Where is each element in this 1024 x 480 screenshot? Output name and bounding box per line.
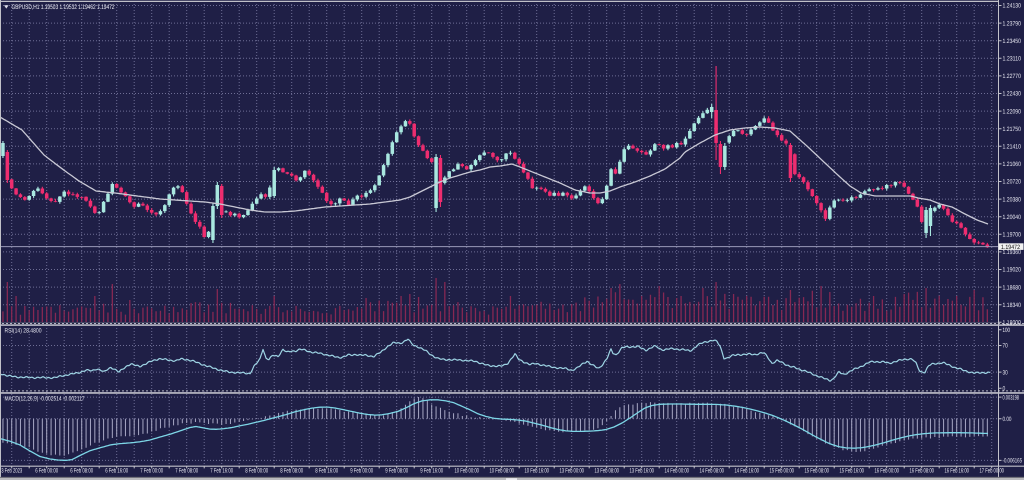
svg-text:16 Feb 08:00: 16 Feb 08:00 [909,467,934,474]
svg-text:9 Feb 16:00: 9 Feb 16:00 [420,467,443,474]
svg-text:MACD(12,26,9) -0.002514 -0.002: MACD(12,26,9) -0.002514 -0.002117 [5,395,85,402]
svg-text:14 Feb 00:00: 14 Feb 00:00 [664,467,689,474]
svg-text:8 Feb 08:00: 8 Feb 08:00 [280,467,303,474]
svg-text:1.18340: 1.18340 [1003,302,1022,309]
svg-text:7 Feb 08:00: 7 Feb 08:00 [175,467,198,474]
svg-text:0: 0 [1003,386,1006,393]
svg-text:1.18000: 1.18000 [1003,320,1022,327]
svg-text:13 Feb 00:00: 13 Feb 00:00 [559,467,584,474]
svg-text:1.22770: 1.22770 [1003,73,1022,80]
svg-text:1.21060: 1.21060 [1003,161,1022,168]
svg-text:1.23450: 1.23450 [1003,38,1022,45]
svg-text:GBPUSD,H1 1.19503 1.19532 1.19: GBPUSD,H1 1.19503 1.19532 1.19462 1.1947… [12,4,115,11]
svg-text:10 Feb 00:00: 10 Feb 00:00 [454,467,479,474]
svg-text:1.21750: 1.21750 [1003,126,1022,133]
svg-text:1.19360: 1.19360 [1003,249,1022,256]
svg-text:17 Feb 00:00: 17 Feb 00:00 [979,467,1004,474]
svg-text:0.00: 0.00 [1003,416,1012,423]
svg-text:1.19020: 1.19020 [1003,267,1022,274]
svg-text:16 Feb 16:00: 16 Feb 16:00 [944,467,969,474]
svg-text:10 Feb 08:00: 10 Feb 08:00 [489,467,514,474]
svg-text:14 Feb 08:00: 14 Feb 08:00 [699,467,724,474]
svg-text:1.20720: 1.20720 [1003,179,1022,186]
svg-text:13 Feb 08:00: 13 Feb 08:00 [594,467,619,474]
svg-text:1.20380: 1.20380 [1003,196,1022,203]
svg-text:100: 100 [1003,327,1011,334]
svg-text:6 Feb 08:00: 6 Feb 08:00 [70,467,93,474]
svg-text:13 Feb 16:00: 13 Feb 16:00 [629,467,654,474]
svg-text:1.19472: 1.19472 [1001,244,1020,251]
svg-text:7 Feb 00:00: 7 Feb 00:00 [140,467,163,474]
svg-text:1.23790: 1.23790 [1003,20,1022,27]
svg-text:16 Feb 00:00: 16 Feb 00:00 [874,467,899,474]
svg-text:70: 70 [1003,343,1009,350]
svg-text:0.003198: 0.003198 [1003,394,1020,401]
svg-text:1.23110: 1.23110 [1003,56,1022,63]
svg-text:1.21410: 1.21410 [1003,144,1022,151]
svg-text:1.22430: 1.22430 [1003,91,1022,98]
svg-text:1.18680: 1.18680 [1003,284,1022,291]
svg-text:3 Feb 2023: 3 Feb 2023 [1,467,22,474]
svg-text:30: 30 [1003,369,1009,376]
svg-text:15 Feb 08:00: 15 Feb 08:00 [804,467,829,474]
svg-text:9 Feb 08:00: 9 Feb 08:00 [385,467,408,474]
svg-text:15 Feb 16:00: 15 Feb 16:00 [839,467,864,474]
svg-text:1.22090: 1.22090 [1003,108,1022,115]
svg-text:6 Feb 00:00: 6 Feb 00:00 [35,467,58,474]
svg-text:-0.006165: -0.006165 [1003,458,1023,465]
svg-text:1.20040: 1.20040 [1003,214,1022,221]
svg-text:8 Feb 16:00: 8 Feb 16:00 [315,467,338,474]
svg-text:6 Feb 16:00: 6 Feb 16:00 [105,467,128,474]
svg-text:15 Feb 00:00: 15 Feb 00:00 [769,467,794,474]
svg-text:10 Feb 16:00: 10 Feb 16:00 [524,467,549,474]
svg-text:8 Feb 00:00: 8 Feb 00:00 [245,467,268,474]
svg-text:1.19700: 1.19700 [1003,232,1022,239]
svg-text:7 Feb 16:00: 7 Feb 16:00 [210,467,233,474]
svg-text:RSI(14) 28.4800: RSI(14) 28.4800 [5,328,42,335]
svg-text:14 Feb 16:00: 14 Feb 16:00 [734,467,759,474]
svg-text:9 Feb 00:00: 9 Feb 00:00 [350,467,373,474]
svg-text:1.24130: 1.24130 [1003,3,1022,10]
